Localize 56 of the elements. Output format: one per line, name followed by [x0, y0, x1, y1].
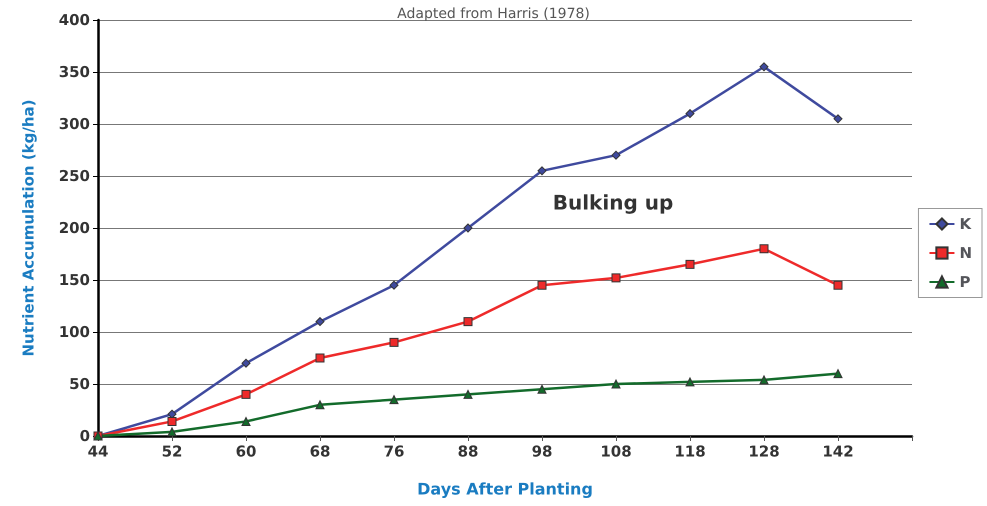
chart-title: Adapted from Harris (1978) — [397, 6, 590, 22]
point — [538, 166, 546, 176]
point — [538, 384, 546, 394]
point — [242, 390, 250, 399]
y-tick-label: 300 — [58, 115, 90, 133]
y-tick-label: 50 — [69, 375, 90, 393]
x-tick-label: 76 — [384, 442, 404, 460]
point — [612, 380, 620, 388]
point — [464, 224, 472, 232]
x-tick-label: 60 — [236, 442, 256, 460]
point — [464, 390, 472, 399]
point — [834, 114, 842, 124]
point — [168, 427, 176, 436]
y-tick-label: 400 — [58, 11, 90, 29]
point — [686, 377, 694, 386]
point — [316, 400, 324, 410]
x-tick-label: 98 — [532, 442, 552, 460]
x-tick-label: 142 — [822, 442, 854, 460]
point — [390, 280, 398, 290]
x-tick-label: 108 — [600, 442, 632, 460]
point — [242, 358, 250, 368]
point — [760, 62, 768, 72]
x-tick-label: 128 — [748, 442, 780, 460]
point — [390, 338, 398, 347]
annotation: Bulking up — [552, 190, 674, 214]
y-tick-label: 0 — [80, 427, 90, 445]
y-tick-label: 100 — [58, 323, 90, 341]
point — [316, 317, 324, 326]
x-tick-label: 68 — [310, 442, 330, 460]
point — [390, 395, 398, 404]
x-tick-label: 52 — [162, 442, 182, 460]
point — [686, 260, 694, 269]
y-tick-label: 200 — [58, 219, 90, 237]
x-tick-label: 118 — [674, 442, 706, 460]
legend-label: P — [959, 273, 970, 291]
legend-label: K — [959, 215, 972, 233]
point — [834, 369, 842, 378]
y-tick-label: 250 — [58, 167, 90, 185]
point — [834, 280, 842, 290]
legend-label: N — [959, 244, 972, 262]
point — [538, 280, 546, 290]
point — [612, 150, 620, 160]
x-tick-label: 88 — [458, 442, 478, 460]
point — [242, 416, 250, 426]
point — [168, 416, 176, 426]
point — [686, 109, 694, 118]
point — [760, 244, 768, 254]
x-axis-title: Days After Planting — [417, 480, 593, 498]
y-tick-label: 150 — [58, 271, 90, 289]
point — [464, 317, 472, 326]
x-tick-label: 44 — [88, 442, 108, 460]
point — [316, 354, 324, 362]
point — [760, 375, 768, 384]
y-tick-label: 350 — [58, 63, 90, 81]
point — [612, 273, 620, 282]
y-axis-title: Nutrient Accumulation (kg/ha) — [20, 99, 38, 357]
